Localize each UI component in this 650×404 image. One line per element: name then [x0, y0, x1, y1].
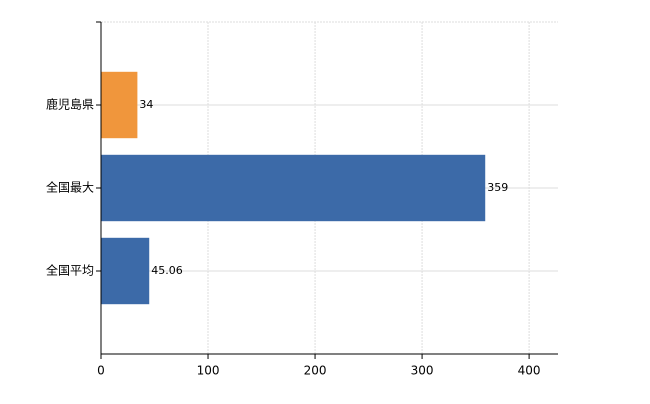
- y-tick-label: 全国最大: [46, 180, 94, 195]
- value-label: 34: [139, 98, 153, 111]
- value-label: 45.06: [151, 264, 183, 277]
- y-tick-label: 鹿児島県: [46, 97, 94, 112]
- x-tick-label: 0: [97, 364, 105, 378]
- x-tick-label: 400: [518, 364, 541, 378]
- x-tick-label: 100: [197, 364, 220, 378]
- bar: [101, 71, 138, 139]
- bar: [101, 154, 486, 222]
- x-tick-label: 200: [304, 364, 327, 378]
- value-label: 359: [487, 181, 508, 194]
- bar: [101, 237, 150, 305]
- y-tick-label: 全国平均: [46, 263, 94, 278]
- x-tick-label: 300: [411, 364, 434, 378]
